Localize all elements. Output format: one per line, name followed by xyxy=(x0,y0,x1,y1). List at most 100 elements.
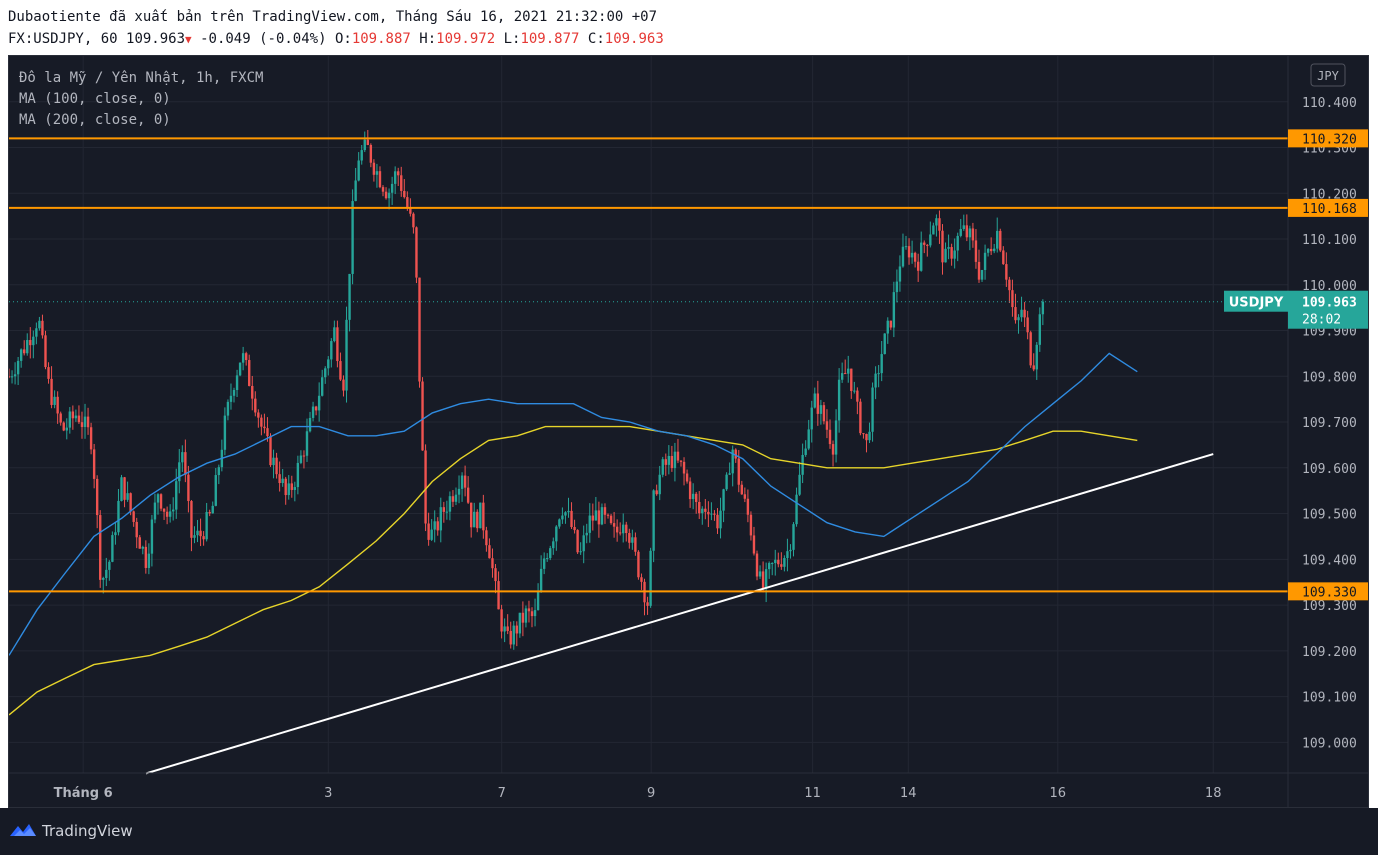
candle-body xyxy=(59,413,62,423)
candle xyxy=(983,244,987,280)
candle-body xyxy=(272,457,275,466)
candle xyxy=(509,621,512,649)
candle-body xyxy=(564,512,567,516)
candle-body xyxy=(293,487,297,490)
footer-brand[interactable]: TradingView xyxy=(42,822,133,840)
candle-body xyxy=(1014,307,1017,321)
candle xyxy=(254,391,257,417)
candle xyxy=(880,340,883,382)
candle-body xyxy=(518,612,522,634)
candle-body xyxy=(168,511,172,517)
candle xyxy=(521,601,525,637)
candle xyxy=(792,522,795,557)
candle-body xyxy=(466,487,470,503)
candle xyxy=(582,525,585,564)
candle-body xyxy=(156,494,160,503)
symbol-tag-box xyxy=(1224,290,1288,312)
candle-body xyxy=(932,225,935,235)
candle xyxy=(710,502,713,521)
candle xyxy=(780,552,783,570)
candle xyxy=(463,465,467,497)
candle xyxy=(162,508,166,520)
candle-body xyxy=(871,387,874,432)
price-chart[interactable]: JPY 109.000 109.100 109.200 109.300 109.400 10… xyxy=(9,56,1368,807)
candle xyxy=(494,564,497,594)
price-tick-label: 109.300 xyxy=(1302,599,1357,614)
candle xyxy=(263,413,266,434)
candle-body xyxy=(494,568,497,582)
candle xyxy=(320,369,324,397)
candle xyxy=(606,513,610,519)
chart-header: Dubaotiente đã xuất bản trên TradingView… xyxy=(0,0,1378,54)
candle-body xyxy=(618,532,622,534)
candle-body xyxy=(77,415,81,423)
candle-body xyxy=(682,461,686,474)
candle xyxy=(381,185,385,197)
candle xyxy=(190,499,193,552)
legend-ma100[interactable]: MA (100, close, 0) xyxy=(19,91,171,107)
candle-body xyxy=(479,502,482,529)
candle xyxy=(558,518,561,529)
candle xyxy=(357,152,360,182)
candle-body xyxy=(187,474,190,502)
time-tick-label: 16 xyxy=(1050,786,1067,801)
candle-body xyxy=(460,475,464,489)
bar-countdown: 28:02 xyxy=(1302,313,1341,328)
candle-body xyxy=(13,374,17,377)
candle-body xyxy=(244,353,248,361)
candle-body xyxy=(427,523,430,540)
candle xyxy=(603,503,607,524)
candle xyxy=(187,465,190,513)
candle xyxy=(594,496,598,521)
candle-body xyxy=(892,292,896,328)
candle xyxy=(217,464,221,485)
candle-body xyxy=(473,511,476,528)
trendline xyxy=(145,453,1214,775)
candle-body xyxy=(445,511,449,513)
candle xyxy=(716,508,719,534)
candle xyxy=(889,320,893,330)
candle-body xyxy=(695,493,698,502)
open-value: 109.887 xyxy=(351,31,411,47)
candle-body xyxy=(147,553,151,568)
chart-area[interactable]: JPY 109.000 109.100 109.200 109.300 109.400 10… xyxy=(8,55,1369,808)
candle-body xyxy=(859,401,862,434)
candle-body xyxy=(10,376,14,378)
legend-ma200[interactable]: MA (200, close, 0) xyxy=(19,112,171,128)
ma200-line xyxy=(9,425,1138,716)
candle xyxy=(847,355,850,383)
candle-body xyxy=(430,529,433,540)
candle-body xyxy=(707,511,710,515)
candle-body xyxy=(138,537,141,549)
candle-body xyxy=(1026,317,1029,333)
candle-body xyxy=(749,514,753,536)
candle xyxy=(777,552,780,568)
candle xyxy=(126,481,129,502)
candle-body xyxy=(469,502,473,528)
candle-body xyxy=(296,462,300,488)
candle xyxy=(41,314,44,339)
symbol-interval[interactable]: FX:USDJPY, 60 xyxy=(8,31,118,47)
candle-body xyxy=(366,139,370,145)
candle-body xyxy=(725,474,728,490)
candle xyxy=(913,251,917,268)
candle-body xyxy=(400,175,403,191)
candle xyxy=(92,443,96,489)
candle xyxy=(56,391,59,424)
candle-body xyxy=(767,563,771,570)
candle-body xyxy=(910,252,914,258)
candle-body xyxy=(345,319,348,391)
candle xyxy=(427,512,430,546)
candle xyxy=(351,189,354,285)
candle-body xyxy=(722,489,725,511)
candle-body xyxy=(816,393,820,414)
legend-symbol-title[interactable]: Đô la Mỹ / Yên Nhật, 1h, FXCM xyxy=(19,70,264,86)
price-tick-label: 110.100 xyxy=(1302,233,1357,248)
candle xyxy=(412,212,415,234)
candle xyxy=(117,488,120,536)
level-price-label-text: 109.330 xyxy=(1302,585,1357,600)
candle-body xyxy=(433,521,436,530)
candle-body xyxy=(637,551,640,578)
candle xyxy=(150,514,154,567)
candle xyxy=(132,510,135,527)
